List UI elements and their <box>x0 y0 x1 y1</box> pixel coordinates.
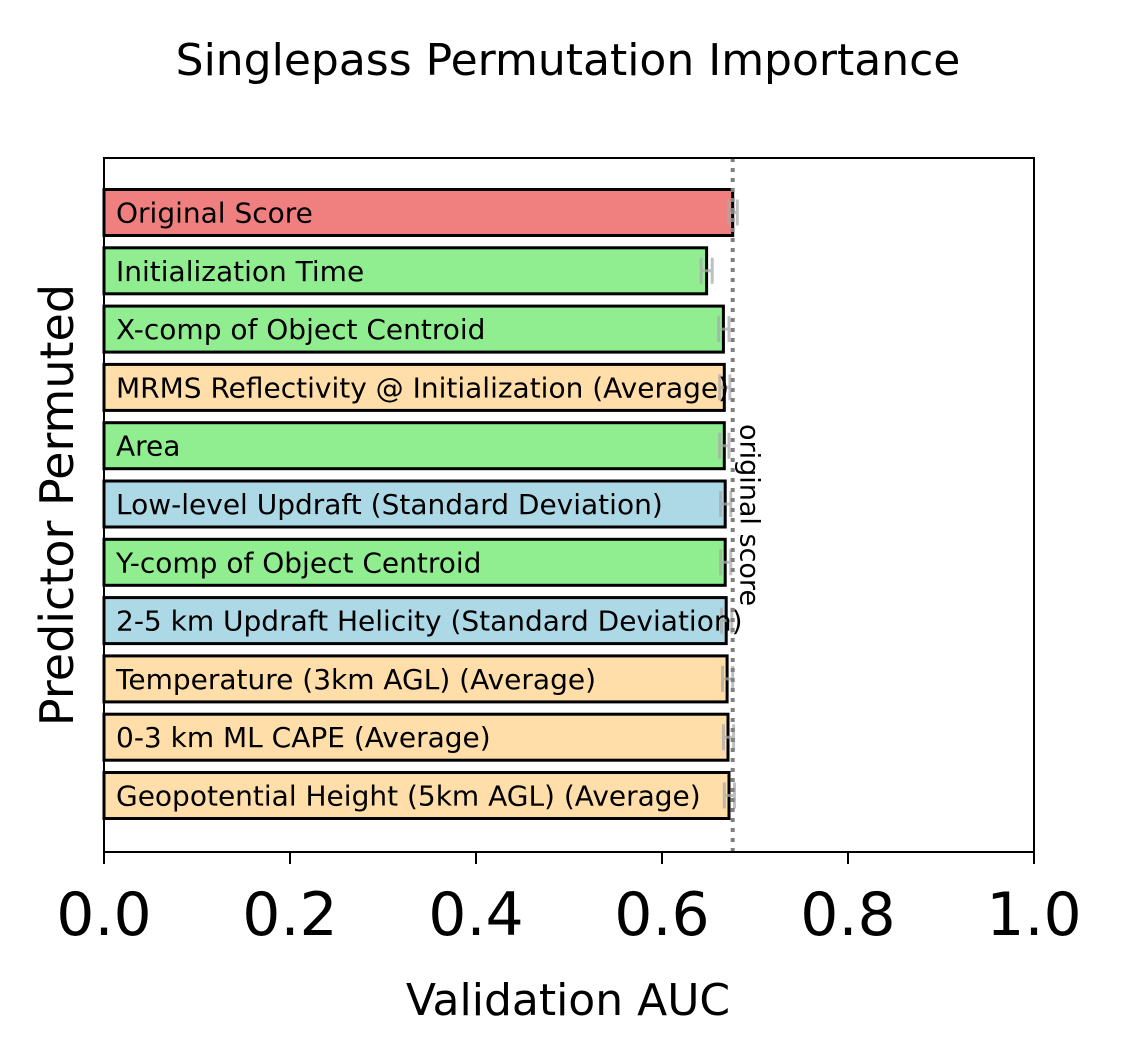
bar-group: Geopotential Height (5km AGL) (Average) <box>102 771 736 820</box>
bar-label: MRMS Reflectivity @ Initialization (Aver… <box>116 371 729 404</box>
bar-group: Temperature (3km AGL) (Average) <box>102 654 735 704</box>
bar-label: 0-3 km ML CAPE (Average) <box>116 721 491 754</box>
bar-label: 2-5 km Updraft Helicity (Standard Deviat… <box>116 605 743 638</box>
bar-group: Y-comp of Object Centroid <box>102 537 733 587</box>
error-bar <box>717 316 731 343</box>
bar-group: 2-5 km Updraft Helicity (Standard Deviat… <box>102 596 743 646</box>
bar-group: X-comp of Object Centroid <box>102 304 731 354</box>
bar-label: Original Score <box>116 197 313 230</box>
error-bar <box>719 491 733 517</box>
bar-label: Geopotential Height (5km AGL) (Average) <box>116 780 701 813</box>
plot-frame <box>103 157 1035 853</box>
bar-group: Initialization Time <box>102 246 714 296</box>
x-tick-label: 0.2 <box>242 880 337 950</box>
bar-label: Low-level Updraft (Standard Deviation) <box>116 488 663 521</box>
error-bar <box>718 374 732 401</box>
x-tick-label: 0.8 <box>800 880 895 950</box>
bar-group: Low-level Updraft (Standard Deviation) <box>102 479 733 529</box>
y-axis-label: Predictor Permuted <box>30 284 84 726</box>
x-tick-label: 0.0 <box>56 880 151 950</box>
bar <box>102 479 727 529</box>
bar-group: Area <box>102 421 731 471</box>
x-tick-label: 1.0 <box>986 880 1081 950</box>
error-bar <box>718 432 731 459</box>
bars-layer: Original Score Initialization Time X-comp … <box>102 158 765 852</box>
bar-label: X-comp of Object Centroid <box>116 313 485 346</box>
bar-label: Initialization Time <box>116 255 364 288</box>
error-bar <box>699 257 714 284</box>
bar-group: 0-3 km ML CAPE (Average) <box>102 712 736 762</box>
error-bar <box>727 199 739 226</box>
bar <box>102 362 726 412</box>
x-axis-label: Validation AUC <box>406 975 730 1026</box>
x-tick-label: 0.6 <box>614 880 709 950</box>
bar <box>102 421 726 471</box>
x-tick-label: 0.4 <box>428 880 523 950</box>
bar <box>102 246 709 296</box>
chart-title: Singlepass Permutation Importance <box>176 35 961 86</box>
bar-group: MRMS Reflectivity @ Initialization (Aver… <box>102 362 732 412</box>
x-axis-ticks: 0.0 0.2 0.4 0.6 0.8 1.0 <box>56 852 1082 950</box>
original-score-label: original score <box>734 424 765 606</box>
bar-label: Area <box>116 430 180 463</box>
bar-group: Original Score <box>102 188 739 237</box>
bar-label: Y-comp of Object Centroid <box>115 546 481 579</box>
error-bar <box>722 782 736 809</box>
bar-label: Temperature (3km AGL) (Average) <box>115 663 596 696</box>
